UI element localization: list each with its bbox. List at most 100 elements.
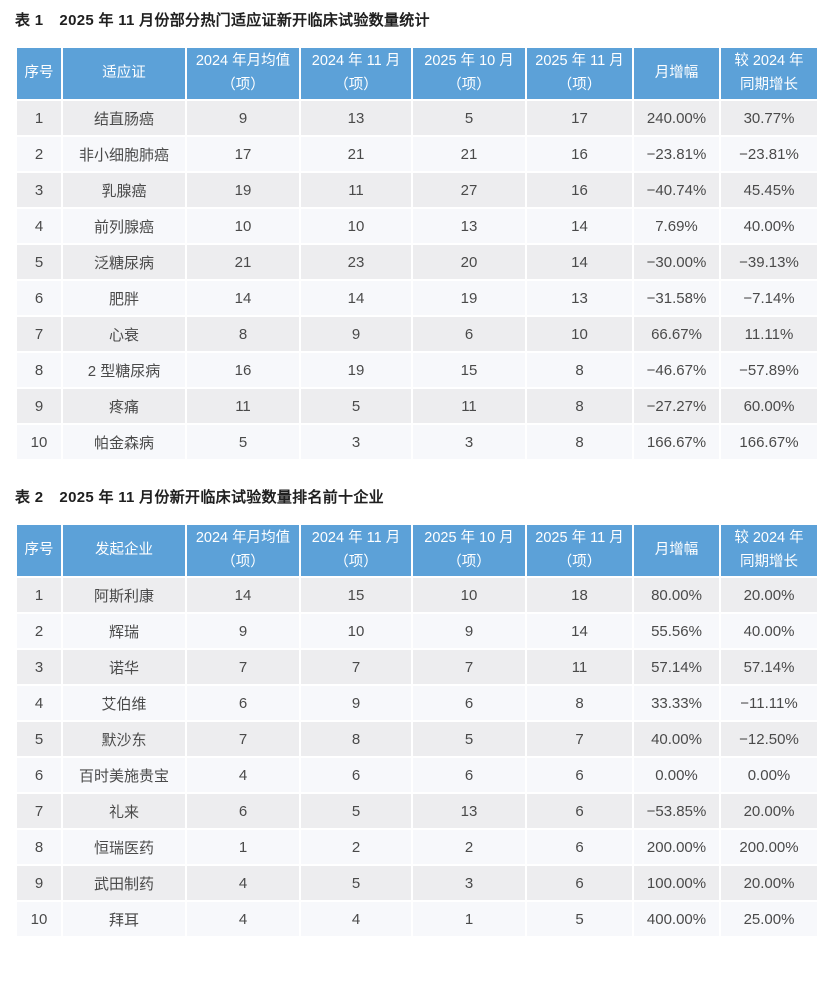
table-cell: 10 (299, 612, 413, 650)
table-cell: −31.58% (632, 279, 721, 317)
table-cell: 17 (185, 135, 301, 173)
table-row: 3 诺华 7 7 7 11 57.14% 57.14% (15, 648, 819, 686)
column-header: 发起企业 (61, 523, 187, 578)
table-row: 2 非小细胞肺癌 17 21 21 16 −23.81% −23.81% (15, 135, 819, 173)
table-row: 7 心衰 8 9 6 10 66.67% 11.11% (15, 315, 819, 353)
table-cell: 14 (525, 612, 634, 650)
table-cell: 7 (15, 792, 63, 830)
table-cell: 非小细胞肺癌 (61, 135, 187, 173)
table-cell: 6 (525, 864, 634, 902)
table-cell: 4 (299, 900, 413, 938)
table-cell: 礼来 (61, 792, 187, 830)
table-cell: 9 (185, 99, 301, 137)
table-row: 1 阿斯利康 14 15 10 18 80.00% 20.00% (15, 576, 819, 614)
table-cell: 武田制药 (61, 864, 187, 902)
table-cell: 9 (299, 315, 413, 353)
table-cell: 5 (185, 423, 301, 461)
table-cell: 5 (299, 864, 413, 902)
table-cell: 10 (15, 423, 63, 461)
table-cell: −53.85% (632, 792, 721, 830)
table-section: 表 1 2025 年 11 月份部分热门适应证新开临床试验数量统计 序号 适应证 20… (15, 11, 819, 461)
column-header: 2025 年 10 月 （项） (411, 46, 527, 101)
table-cell: 7 (525, 720, 634, 758)
table-cell: 4 (15, 207, 63, 245)
table-cell: 20.00% (719, 864, 819, 902)
table-body: 1 阿斯利康 14 15 10 18 80.00% 20.00% 2 辉瑞 9 10 9 14 55.56%… (15, 576, 819, 938)
table-cell: −57.89% (719, 351, 819, 389)
table-cell: 23 (299, 243, 413, 281)
table-cell: 66.67% (632, 315, 721, 353)
table-cell: 8 (525, 387, 634, 425)
table-cell: 14 (299, 279, 413, 317)
table-row: 3 乳腺癌 19 11 27 16 −40.74% 45.45% (15, 171, 819, 209)
table-cell: −46.67% (632, 351, 721, 389)
table-row: 9 武田制药 4 5 3 6 100.00% 20.00% (15, 864, 819, 902)
table-cell: 13 (411, 207, 527, 245)
table-cell: 6 (15, 279, 63, 317)
table-cell: 心衰 (61, 315, 187, 353)
table-cell: 5 (525, 900, 634, 938)
table-cell: −27.27% (632, 387, 721, 425)
table-cell: 10 (299, 207, 413, 245)
table-cell: 166.67% (719, 423, 819, 461)
table-cell: 10 (411, 576, 527, 614)
column-header: 2024 年月均值 （项） (185, 46, 301, 101)
table-body: 1 结直肠癌 9 13 5 17 240.00% 30.77% 2 非小细胞肺癌 17 21 21 16−… (15, 99, 819, 461)
table-cell: 2 (411, 828, 527, 866)
table-cell: 4 (185, 864, 301, 902)
table-label: 表 2 (15, 489, 44, 506)
column-header: 2024 年月均值 （项） (185, 523, 301, 578)
table-row: 6 肥胖 14 14 19 13 −31.58% −7.14% (15, 279, 819, 317)
table-cell: 1 (185, 828, 301, 866)
table-cell: 14 (525, 207, 634, 245)
table-cell: 诺华 (61, 648, 187, 686)
table-title-text: 2025 年 11 月份部分热门适应证新开临床试验数量统计 (59, 12, 430, 29)
table-cell: 8 (525, 684, 634, 722)
table-row: 10 拜耳 4 4 1 5 400.00% 25.00% (15, 900, 819, 938)
table-cell: 5 (411, 99, 527, 137)
table-cell: 7 (185, 720, 301, 758)
column-header: 2025 年 11 月 （项） (525, 46, 634, 101)
table-cell: 6 (15, 756, 63, 794)
table-row: 2 辉瑞 9 10 9 14 55.56% 40.00% (15, 612, 819, 650)
table-cell: 7 (299, 648, 413, 686)
table-cell: 11 (185, 387, 301, 425)
table-cell: 21 (411, 135, 527, 173)
table-cell: 8 (15, 828, 63, 866)
table-cell: 19 (411, 279, 527, 317)
table-cell: 200.00% (632, 828, 721, 866)
table-cell: 1 (411, 900, 527, 938)
table-cell: 2 型糖尿病 (61, 351, 187, 389)
table-cell: 5 (15, 720, 63, 758)
table-cell: 9 (15, 387, 63, 425)
table-cell: 6 (525, 756, 634, 794)
table-cell: 5 (299, 387, 413, 425)
table-cell: 6 (411, 684, 527, 722)
table-cell: −23.81% (632, 135, 721, 173)
table-cell: 11 (525, 648, 634, 686)
table-cell: 17 (525, 99, 634, 137)
table-row: 6 百时美施贵宝 4 6 6 6 0.00% 0.00% (15, 756, 819, 794)
table-cell: 16 (185, 351, 301, 389)
table-cell: 0.00% (719, 756, 819, 794)
table-row: 1 结直肠癌 9 13 5 17 240.00% 30.77% (15, 99, 819, 137)
column-header: 2025 年 11 月 （项） (525, 523, 634, 578)
table-cell: 200.00% (719, 828, 819, 866)
table-cell: 2 (15, 612, 63, 650)
table-row: 10 帕金森病 5 3 3 8 166.67% 166.67% (15, 423, 819, 461)
table-cell: 57.14% (719, 648, 819, 686)
table-cell: 6 (185, 792, 301, 830)
table-cell: 9 (411, 612, 527, 650)
table-cell: 55.56% (632, 612, 721, 650)
table-cell: 6 (299, 756, 413, 794)
table-cell: 7 (185, 648, 301, 686)
table-cell: 11 (411, 387, 527, 425)
sponsors-table: 序号 发起企业 2024 年月均值 （项） 2024 年 11 月 （项） 2025 年… (15, 523, 819, 938)
table-cell: 20.00% (719, 792, 819, 830)
table-cell: 13 (411, 792, 527, 830)
table-cell: 40.00% (719, 612, 819, 650)
table-cell: 166.67% (632, 423, 721, 461)
table-cell: 9 (299, 684, 413, 722)
table-cell: 400.00% (632, 900, 721, 938)
table-cell: 27 (411, 171, 527, 209)
